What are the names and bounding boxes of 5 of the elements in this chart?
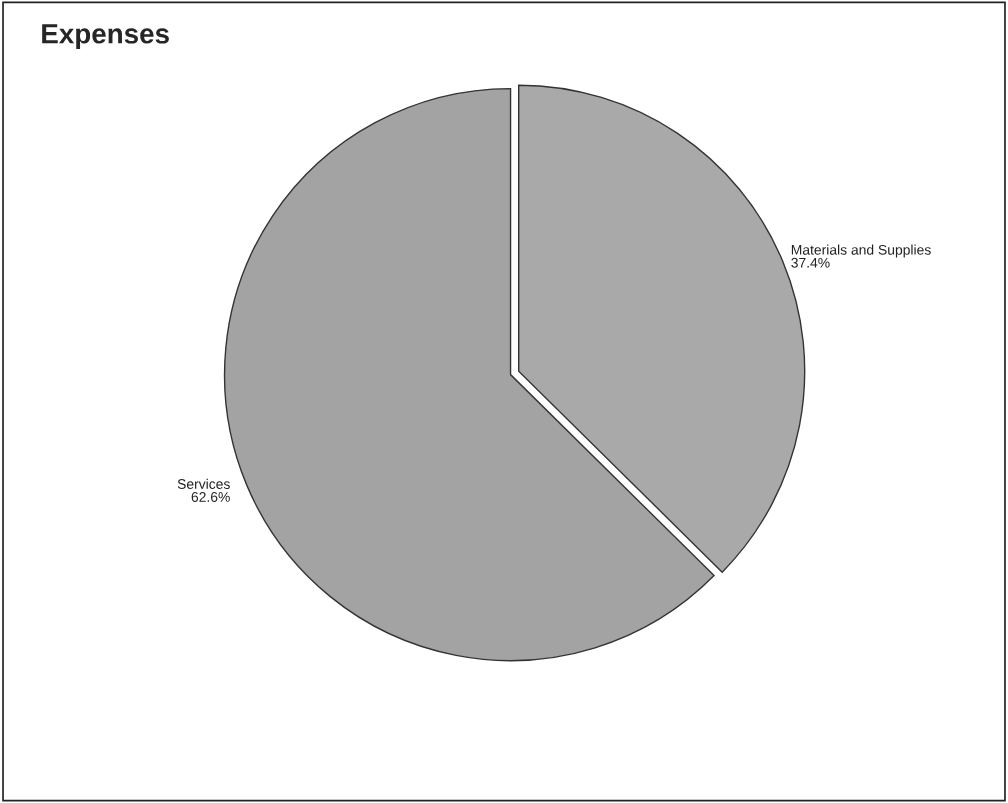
- slice-label: Services: [177, 478, 230, 489]
- data-label: 37.4%: [791, 257, 830, 268]
- data-label: 62.6%: [191, 492, 230, 502]
- slice-label: Materials and Supplies: [791, 244, 931, 258]
- chart-title: Expenses: [42, 24, 169, 50]
